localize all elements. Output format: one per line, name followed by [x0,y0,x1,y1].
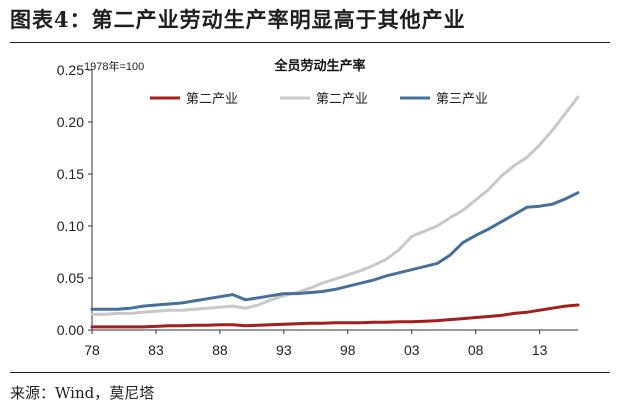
series-line-2 [90,95,580,316]
y-tick-label: 0.15 [57,166,84,182]
y-tick-label: 0.25 [57,62,84,78]
x-tick-label: 08 [468,342,484,358]
y-tick-label: 0.00 [57,322,84,338]
source-note: 来源：Wind，莫尼塔 [10,384,155,402]
x-tick-label: 03 [404,342,420,358]
x-tick-label: 83 [148,342,164,358]
figure-title: 图表4：第二产业劳动生产率明显高于其他产业 [10,7,466,32]
source-rule [10,372,610,373]
title-rule [10,42,610,43]
series-line-3 [90,191,580,311]
y-tick-label: 0.20 [57,114,84,130]
chart-title: 全员劳动生产率 [273,58,365,74]
chart-legend: 第二产业 第二产业 第三产业 [150,92,488,107]
legend-label-3: 第三产业 [436,92,488,107]
x-tick-label: 78 [84,342,100,358]
series-layer [90,95,580,329]
y-tick-label: 0.10 [57,218,84,234]
x-tick-label: 98 [340,342,356,358]
x-tick-label: 88 [212,342,228,358]
chart-axes: 0.00 0.05 0.10 0.15 0.20 0.25 78 83 88 93 98 03 08 13 [57,62,578,358]
x-tick-label: 13 [532,342,548,358]
legend-label-2: 第二产业 [316,92,368,107]
series-line-1 [90,303,580,329]
x-tick-label: 93 [276,342,292,358]
y-tick-label: 0.05 [57,270,84,286]
unit-note: 1978年=100 [84,59,144,73]
legend-label-1: 第二产业 [186,92,238,107]
